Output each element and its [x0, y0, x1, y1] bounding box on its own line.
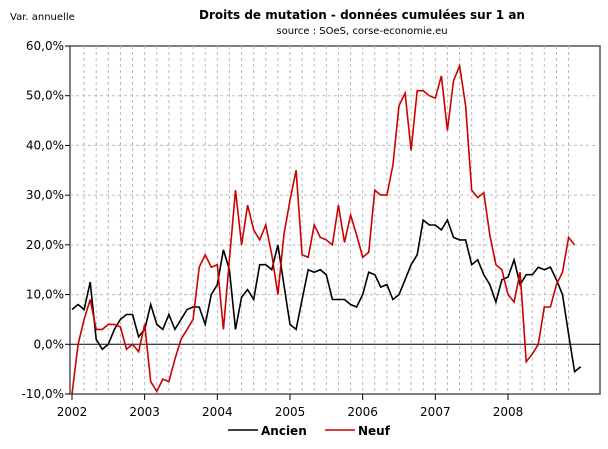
y-tick-label: 30,0%	[26, 188, 64, 202]
grid	[69, 45, 601, 395]
x-tick-label: 2004	[202, 405, 233, 419]
y-tick-label: -10,0%	[22, 387, 64, 401]
x-tick-label: 2005	[275, 405, 306, 419]
y-tick-label: 60,0%	[26, 39, 64, 53]
axes: -10,0% 0,0% 10,0% 20,0% 30,0% 40,0% 50,0% 60,0%…	[22, 39, 524, 419]
y-tick-label: 40,0%	[26, 138, 64, 152]
y-tick-label: 10,0%	[26, 288, 64, 302]
legend-label-ancien: Ancien	[261, 424, 307, 438]
y-tick-label: 20,0%	[26, 238, 64, 252]
plot-frame	[69, 45, 601, 395]
x-tick-label: 2008	[493, 405, 524, 419]
y-tick-label: 0,0%	[34, 337, 65, 351]
series-line-ancien	[71, 218, 582, 374]
x-tick-label: 2007	[420, 405, 451, 419]
legend-label-neuf: Neuf	[358, 424, 391, 438]
chart-title: Droits de mutation - données cumulées su…	[199, 8, 525, 22]
chart-subtitle: source : SOeS, corse-economie.eu	[276, 26, 447, 37]
series-line-neuf	[71, 62, 576, 395]
legend: Ancien Neuf	[228, 424, 391, 438]
x-tick-label: 2002	[57, 405, 88, 419]
y-axis-label: Var. annuelle	[10, 12, 75, 23]
series-group	[71, 62, 582, 395]
x-tick-label: 2006	[347, 405, 378, 419]
y-tick-label: 50,0%	[26, 89, 64, 103]
x-tick-label: 2003	[129, 405, 160, 419]
